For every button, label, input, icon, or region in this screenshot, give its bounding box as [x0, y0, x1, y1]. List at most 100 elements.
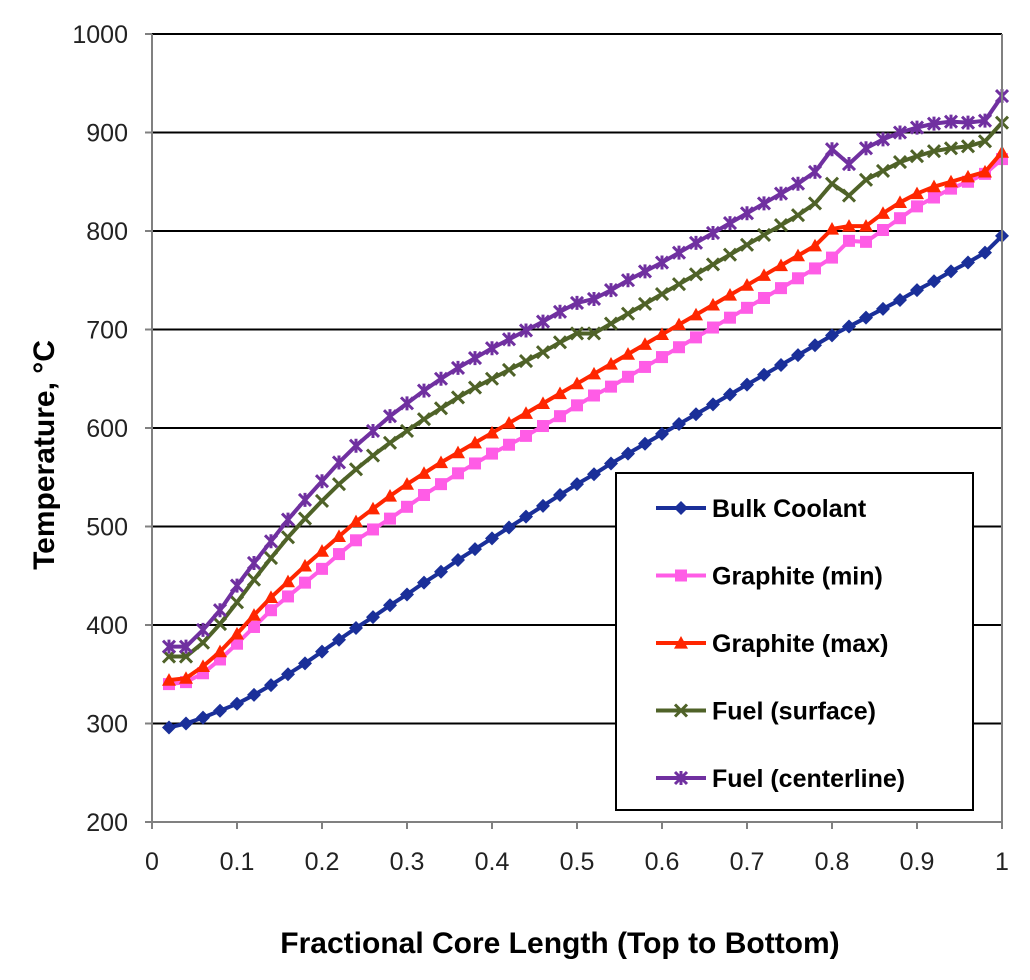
- data-point: [689, 307, 703, 321]
- data-point: [808, 238, 822, 252]
- data-point: [826, 251, 838, 264]
- data-point: [231, 637, 243, 650]
- data-point: [656, 351, 668, 364]
- data-point: [911, 200, 923, 213]
- data-point: [552, 335, 568, 350]
- legend-label: Fuel (centerline): [712, 765, 905, 793]
- data-point: [875, 163, 891, 178]
- data-point: [961, 169, 975, 183]
- data-point: [859, 310, 873, 325]
- xtick-label: 1: [995, 848, 1009, 876]
- data-point: [723, 387, 737, 402]
- data-point: [672, 417, 686, 432]
- data-point: [501, 332, 517, 347]
- data-point: [264, 590, 278, 604]
- data-point: [485, 425, 499, 439]
- data-point: [433, 371, 449, 386]
- data-point: [722, 247, 738, 262]
- data-point: [503, 438, 515, 451]
- data-point: [790, 208, 806, 223]
- data-point: [654, 255, 670, 270]
- data-point: [552, 304, 568, 319]
- y-tick-labels: 200 300 400 500 600 700 800 900 1000: [72, 21, 128, 837]
- data-point: [367, 523, 379, 536]
- data-point: [705, 225, 721, 241]
- data-point: [605, 380, 617, 393]
- data-point: [860, 235, 872, 248]
- data-point: [348, 462, 364, 477]
- data-point: [909, 120, 925, 135]
- data-point: [484, 371, 500, 386]
- legend-label: Graphite (max): [712, 630, 888, 658]
- data-point: [383, 598, 397, 613]
- data-point: [332, 529, 346, 542]
- data-point: [926, 116, 942, 131]
- data-point: [451, 552, 465, 567]
- data-point: [739, 206, 755, 221]
- data-point: [841, 188, 857, 203]
- legend-entry: Bulk Coolant: [656, 495, 867, 523]
- data-point: [809, 262, 821, 275]
- data-point: [484, 341, 500, 356]
- data-point: [400, 587, 414, 602]
- data-point: [757, 268, 771, 281]
- data-point: [553, 386, 567, 400]
- legend-label: Fuel (surface): [712, 698, 876, 726]
- data-point: [842, 319, 856, 334]
- legend-entry: Fuel (surface): [656, 698, 876, 726]
- data-point: [179, 671, 193, 684]
- data-point: [485, 531, 499, 546]
- data-point: [569, 295, 585, 310]
- data-point: [723, 288, 737, 301]
- data-point: [331, 477, 347, 492]
- data-point: [434, 455, 448, 469]
- data-point: [263, 534, 279, 549]
- data-point: [229, 595, 245, 610]
- x-axis-title: Fractional Core Length (Top to Bottom): [280, 927, 839, 960]
- xtick-label: 0.7: [730, 848, 765, 876]
- data-point: [417, 466, 431, 479]
- data-point: [315, 644, 329, 659]
- data-point: [418, 488, 430, 501]
- data-point: [688, 235, 704, 250]
- legend-entry: Fuel (centerline): [656, 765, 905, 793]
- data-point: [689, 407, 703, 422]
- data-point: [348, 438, 364, 453]
- series-graphite-max: [162, 145, 1009, 686]
- data-point: [807, 196, 823, 211]
- xtick-label: 0.1: [220, 848, 255, 876]
- data-point: [502, 416, 516, 429]
- data-point: [909, 149, 925, 164]
- data-point: [452, 467, 464, 480]
- data-point: [961, 255, 975, 270]
- data-point: [944, 264, 958, 279]
- data-point: [588, 389, 600, 402]
- data-point: [671, 245, 687, 260]
- data-point: [637, 296, 653, 311]
- data-point: [179, 716, 193, 731]
- data-point: [639, 360, 651, 373]
- ytick-label: 500: [86, 514, 128, 542]
- data-point: [825, 328, 839, 343]
- data-point: [705, 257, 721, 272]
- data-point: [467, 351, 483, 366]
- data-point: [400, 477, 414, 490]
- data-point: [638, 436, 652, 451]
- xtick-label: 0.3: [390, 848, 425, 876]
- data-point: [892, 154, 908, 170]
- data-point: [161, 639, 177, 654]
- data-point: [825, 222, 839, 235]
- data-point: [537, 420, 549, 433]
- legend-entry: Graphite (max): [656, 630, 888, 658]
- data-point: [586, 326, 602, 341]
- data-point: [910, 283, 924, 298]
- ytick-label: 900: [86, 120, 128, 148]
- data-point: [875, 132, 891, 147]
- data-point: [859, 219, 873, 232]
- data-point: [654, 286, 670, 302]
- ytick-label: 800: [86, 218, 128, 246]
- data-point: [858, 141, 874, 156]
- data-point: [435, 478, 447, 491]
- ytick-label: 400: [86, 612, 128, 640]
